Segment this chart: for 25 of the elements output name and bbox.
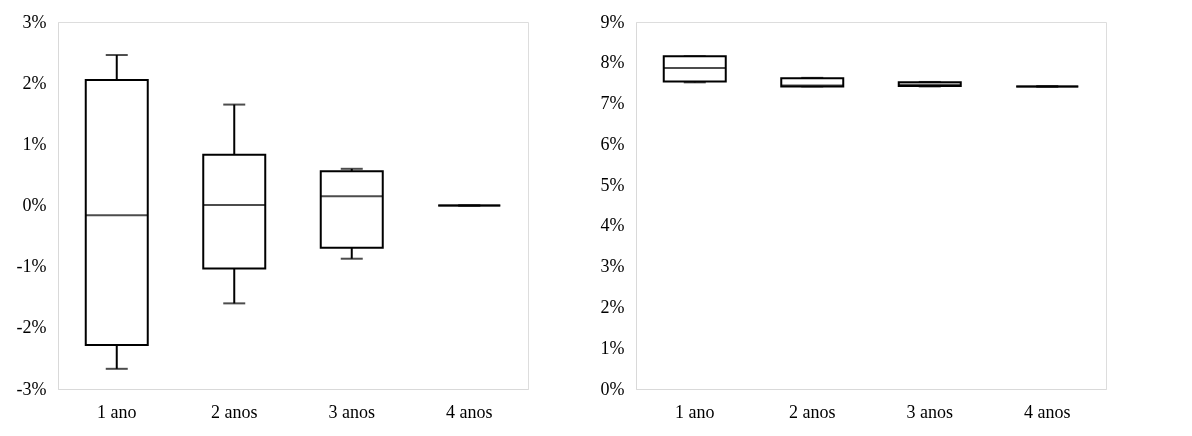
x-tick-label: 3 anos xyxy=(906,401,953,422)
y-tick-label: 3% xyxy=(600,256,625,277)
y-tick-label: 1% xyxy=(600,337,625,358)
y-tick-label: 2% xyxy=(22,72,47,93)
y-tick-label: -3% xyxy=(16,378,47,399)
x-tick-label: 1 ano xyxy=(675,401,715,422)
x-tick-label: 2 anos xyxy=(789,401,836,422)
y-tick-label: 0% xyxy=(600,378,625,399)
y-tick-label: 3% xyxy=(22,11,47,32)
y-tick-label: 4% xyxy=(600,215,625,236)
y-tick-label: 5% xyxy=(600,174,625,195)
x-tick-label: 4 anos xyxy=(446,401,493,422)
x-tick-label: 1 ano xyxy=(97,401,137,422)
y-tick-label: 8% xyxy=(600,52,625,73)
y-tick-label: 1% xyxy=(22,133,47,154)
y-tick-label: 0% xyxy=(22,195,47,215)
y-tick-label: -1% xyxy=(16,256,47,277)
x-tick-label: 4 anos xyxy=(1024,401,1071,422)
y-tick-label: -2% xyxy=(16,317,47,338)
x-tick-label: 2 anos xyxy=(211,401,258,422)
x-tick-label: 3 anos xyxy=(328,401,375,422)
y-tick-label: 2% xyxy=(600,296,625,317)
y-tick-label: 9% xyxy=(600,11,625,32)
y-tick-label: 6% xyxy=(600,133,625,154)
y-tick-label: 7% xyxy=(600,93,625,114)
